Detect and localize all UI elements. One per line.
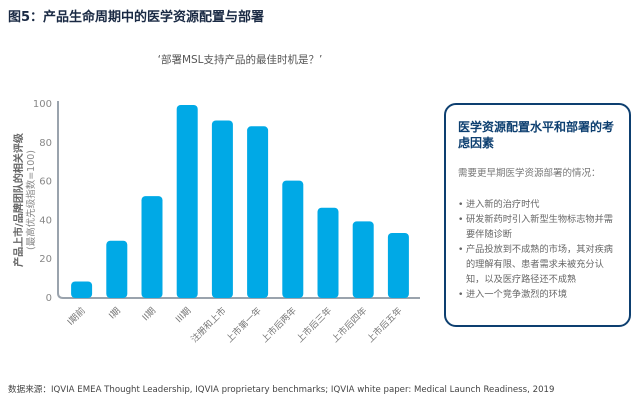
x-tick-label: 上市后四年 (329, 305, 369, 345)
bar (211, 120, 233, 299)
y-axis-sublabel: (最高优先级指数=100) (25, 150, 37, 250)
list-item: 进入新的治疗时代 (458, 197, 619, 212)
y-tick-label: 0 (46, 293, 52, 304)
box-intro: 需要更早期医学资源部署的情况： (458, 168, 601, 179)
bar (106, 240, 128, 298)
x-tick-label: I期 (107, 305, 123, 321)
x-tick-label: 上市后两年 (259, 305, 299, 345)
x-tick-label: 上市后五年 (364, 305, 404, 345)
y-axis-label: 产品上市/品牌团队的相关评级 (12, 132, 25, 267)
y-tick-label: 40 (39, 215, 52, 226)
box-list: 进入新的治疗时代 研发新药时引入新型生物标志物并需要伴随诊断 产品投放到不成熟的… (458, 197, 619, 302)
chart-title: ‘部署MSL支持产品的最佳时机是？’ (157, 54, 323, 66)
x-tick-label: II期 (140, 305, 158, 323)
box-heading: 医学资源配置水平和部署的考虑因素 (458, 120, 615, 150)
bar (282, 180, 304, 298)
bar (141, 196, 163, 298)
list-item: 产品投放到不成熟的市场，其对疾病的理解有限、患者需求未被充分认知，以及医疗路径还… (458, 242, 619, 287)
source-note: 数据来源：IQVIA EMEA Thought Leadership, IQVI… (8, 385, 555, 395)
bar (387, 232, 409, 298)
bar (352, 221, 374, 298)
x-tick-label: 上市第一年 (223, 305, 263, 345)
bar (317, 207, 339, 298)
axis-line (57, 101, 420, 299)
x-tick-label: III期 (174, 305, 194, 325)
considerations-box: 医学资源配置水平和部署的考虑因素 需要更早期医学资源部署的情况： 进入新的治疗时… (444, 103, 631, 327)
list-item: 研发新药时引入新型生物标志物并需要伴随诊断 (458, 212, 619, 242)
x-tick-label: I期前 (65, 305, 88, 328)
bar (176, 104, 198, 298)
y-tick-label: 80 (39, 138, 52, 149)
x-tick-label: 上市后三年 (294, 305, 334, 345)
bar (247, 126, 269, 298)
list-item: 进入一个竞争激烈的环境 (458, 287, 619, 302)
y-tick-label: 60 (39, 177, 52, 188)
bar (71, 281, 93, 298)
y-tick-label: 20 (39, 254, 52, 265)
x-tick-label: 注册和上市 (188, 305, 228, 345)
figure-title: 图5：产品生命周期中的医学资源配置与部署 (8, 10, 265, 25)
y-tick-label: 100 (33, 99, 52, 110)
